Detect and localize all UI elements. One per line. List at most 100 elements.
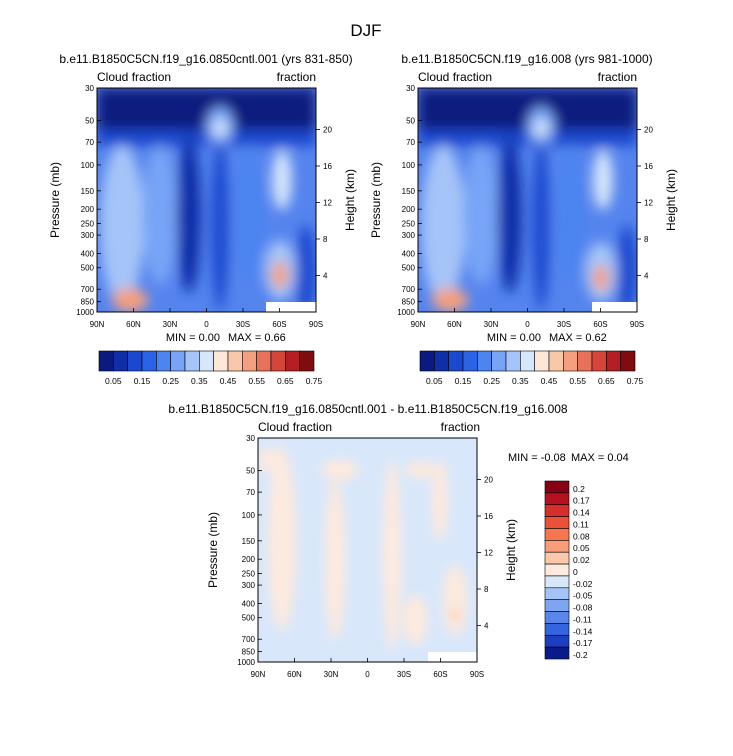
colorbar-label: -0.2 [573, 650, 588, 660]
panel-1-y2-tick-label: 4 [323, 271, 328, 280]
colorbar-label: -0.02 [573, 579, 593, 589]
panel-1-x-tick-label: 90N [90, 320, 105, 329]
panel-3-left-label: Cloud fraction [258, 420, 332, 434]
panel-3-y-tick-label: 250 [242, 569, 256, 578]
colorbar-swatch [544, 480, 570, 494]
panel-2-x-tick-label: 30S [557, 320, 571, 329]
panel-3-y-tick-label: 500 [242, 614, 256, 623]
panel-2-y2-tick-label: 20 [644, 125, 653, 134]
colorbar-label: 0.75 [627, 376, 644, 386]
colorbar-swatch [242, 350, 257, 372]
colorbar-swatch [544, 516, 570, 529]
panel-3-y-tick-label: 200 [242, 555, 256, 564]
panel-1-colorbar: 0.05 0.15 0.25 0.35 0.45 0.55 0.65 0.75 [98, 350, 323, 386]
panel-2-min-label: MIN = 0.00 [487, 332, 541, 344]
panel-3-y-tick-label: 50 [246, 467, 255, 476]
panel-3-y-tick-label: 400 [242, 599, 256, 608]
panel-1-field [97, 88, 316, 312]
panel-2-right-label: fraction [598, 70, 637, 84]
panel-1-y-tick-label: 250 [81, 219, 95, 228]
colorbar-swatch [544, 551, 570, 565]
colorbar-swatch [534, 350, 550, 372]
panel-3-y-tick-label: 30 [246, 434, 255, 443]
colorbar-swatch [563, 350, 578, 372]
panel-2-colorbar: 0.05 0.15 0.25 0.35 0.45 0.55 0.65 0.75 [419, 350, 644, 386]
colorbar-swatch [520, 350, 535, 372]
panel-3-x-tick-label: 30N [324, 670, 339, 679]
panel-1-y2-tick-label: 8 [323, 235, 328, 244]
panel-1-y-tick-label: 70 [85, 138, 94, 147]
colorbar-label: 0.25 [483, 376, 500, 386]
panel-3: b.e11.B1850C5CN.f19_g16.0850cntl.001 - b… [168, 402, 628, 679]
panel-3-title: b.e11.B1850C5CN.f19_g16.0850cntl.001 - b… [168, 402, 568, 416]
panel-3-x-tick-label: 0 [365, 670, 370, 679]
panel-3-y-tick-label: 850 [242, 648, 256, 657]
colorbar-label: 0.35 [512, 376, 529, 386]
panel-1-left-label: Cloud fraction [97, 70, 171, 84]
panel-3-y-tick-label: 70 [246, 488, 255, 497]
colorbar-label: 0.55 [248, 376, 265, 386]
panel-3-y2-tick-label: 8 [484, 585, 489, 594]
panel-1-y2-tick-label: 20 [323, 125, 332, 134]
panel-2-y-tick-label: 70 [406, 138, 415, 147]
colorbar-label: 0.02 [573, 555, 590, 565]
panel-1-x-tick-label: 0 [204, 320, 209, 329]
panel-1-x-tick-label: 60S [272, 320, 286, 329]
panel-2-y-tick-label: 1000 [397, 308, 415, 317]
panel-1-y2-axis-label: Height (km) [343, 169, 357, 231]
panel-3-y-tick-label: 100 [242, 511, 256, 520]
colorbar-swatch [141, 350, 157, 372]
panel-2-x-tick-label: 60N [447, 320, 462, 329]
panel-3-y-tick-label: 1000 [237, 658, 255, 667]
colorbar-label: 0.05 [105, 376, 122, 386]
colorbar-label: 0 [573, 567, 578, 577]
colorbar-label: 0.15 [455, 376, 472, 386]
colorbar-label: 0.65 [598, 376, 615, 386]
panel-2-x-tick-label: 60S [593, 320, 607, 329]
panel-1-y-tick-label: 200 [81, 205, 95, 214]
panel-2-y-tick-label: 500 [402, 264, 416, 273]
colorbar-swatch [505, 350, 521, 372]
panel-2-x-tick-label: 0 [525, 320, 530, 329]
colorbar-label: 0.14 [573, 508, 590, 518]
colorbar-swatch [270, 350, 286, 372]
colorbar-swatch [544, 540, 570, 553]
colorbar-swatch [434, 350, 449, 372]
colorbar-label: 0.55 [569, 376, 586, 386]
panel-1-y-tick-label: 100 [81, 161, 95, 170]
panel-2-y-tick-label: 50 [406, 117, 415, 126]
panel-2-y-tick-label: 100 [402, 161, 416, 170]
panel-1-y-tick-label: 1000 [76, 308, 94, 317]
panel-2-y-tick-label: 400 [402, 249, 416, 258]
colorbar-swatch [544, 492, 570, 506]
panel-2-y2-tick-label: 16 [644, 162, 653, 171]
panel-2-max-label: MAX = 0.62 [549, 332, 607, 344]
colorbar-swatch [548, 350, 564, 372]
panel-3-colorbar: 0.2 0.17 0.140.11 0.08 0.05 0.02 0 -0.02 -0.05 -0… [544, 480, 593, 660]
colorbar-swatch [113, 350, 128, 372]
panel-1-title: b.e11.B1850C5CN.f19_g16.0850cntl.001 (yr… [59, 52, 352, 66]
panel-3-y2-tick-label: 12 [484, 548, 493, 557]
panel-3-y-tick-label: 150 [242, 537, 256, 546]
panel-3-y-tick-label: 300 [242, 581, 256, 590]
panel-3-x-tick-label: 60S [433, 670, 447, 679]
panel-2-x-tick-label: 90S [630, 320, 644, 329]
panel-2-y-tick-label: 700 [402, 285, 416, 294]
colorbar-swatch [285, 350, 300, 372]
colorbar-swatch [544, 623, 570, 636]
panel-3-max-label: MAX = 0.04 [571, 452, 629, 464]
colorbar-swatch [577, 350, 593, 372]
panel-3-y2-axis-label: Height (km) [504, 519, 518, 581]
colorbar-swatch [184, 350, 200, 372]
colorbar-swatch [462, 350, 478, 372]
panel-1-y-tick-label: 500 [81, 264, 95, 273]
colorbar-label: 0.15 [134, 376, 151, 386]
colorbar-swatch [213, 350, 229, 372]
panel-2-title: b.e11.B1850C5CN.f19_g16.008 (yrs 981-100… [401, 52, 652, 66]
panel-1-x-tick-label: 30N [163, 320, 178, 329]
colorbar-swatch [544, 599, 570, 612]
panel-3-y-tick-label: 700 [242, 635, 256, 644]
panel-1-y-tick-label: 850 [81, 298, 95, 307]
panel-3-y2-tick-label: 4 [484, 621, 489, 630]
